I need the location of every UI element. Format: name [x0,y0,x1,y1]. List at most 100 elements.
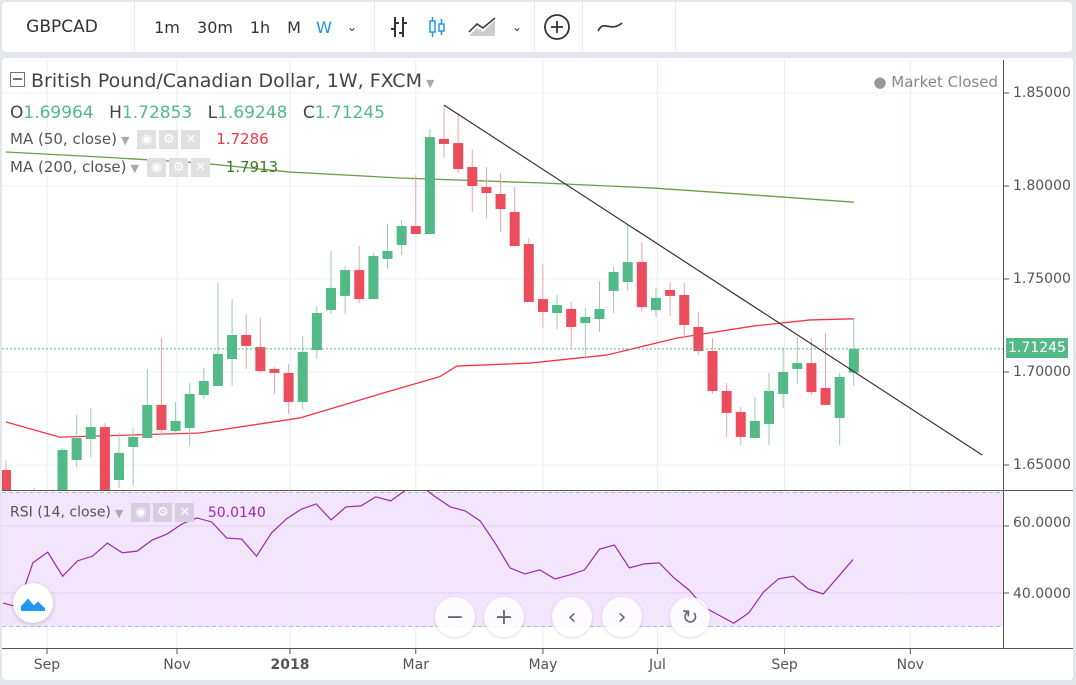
symbol-title: British Pound/Canadian Dollar, 1W, FXCM [31,70,422,92]
candle-up [43,489,54,490]
candle-down [679,294,690,325]
ma50-label: MA (50, close) [10,130,117,148]
interval-week[interactable]: W [316,17,332,37]
interval-1h[interactable]: 1h [249,17,271,37]
candle-up [608,271,619,291]
candle-down [410,225,421,234]
candle-down [707,350,718,391]
ma50-line [5,318,854,438]
market-status: ● Market Closed [873,73,998,91]
eye-icon[interactable]: ◉ [137,130,157,149]
candle-up [552,305,563,314]
close-icon[interactable]: ✕ [181,130,201,149]
zoom-out-button[interactable]: − [435,597,475,637]
candle-down [735,411,746,437]
candle-down [453,143,464,170]
rsi-pane [2,491,854,624]
price-pane [2,104,1003,490]
caret-icon[interactable]: ▼ [130,162,139,175]
scroll-right-button[interactable]: › [602,597,642,637]
high-label: H [109,103,122,123]
candle-down [820,387,831,405]
caret-icon[interactable]: ▼ [425,77,435,90]
price-tick: 1.65000 [1013,457,1071,473]
ma200-legend[interactable]: MA (200, close) ▼ ◉ ⚙ ✕ 1.7913 [10,158,278,177]
candle-up [650,297,661,311]
zoom-in-button[interactable]: + [484,597,524,637]
candle-down [509,212,520,247]
chevron-down-icon[interactable]: ⌄ [511,20,523,34]
status-dot-icon: ● [873,73,887,91]
rsi-line [2,491,854,624]
gear-icon[interactable]: ⚙ [168,158,188,177]
price-tick: 1.70000 [1013,364,1071,380]
candle-down [721,390,732,413]
candle-down [467,167,478,186]
candle-down [241,334,252,346]
symbol-search[interactable]: GBPCAD [26,17,98,37]
add-indicator-icon[interactable] [538,2,576,52]
candle-up [142,404,153,439]
candle-down [537,299,548,312]
divider [675,2,676,52]
collapse-icon[interactable] [10,72,25,87]
candle-up [227,334,238,359]
candle-up [382,250,393,259]
caret-icon[interactable]: ▼ [114,506,124,520]
interval-month[interactable]: M [287,17,301,37]
candle-up [297,351,308,402]
rsi-legend[interactable]: RSI (14, close) ▼ ◉ ⚙ ✕ 50.0140 [10,503,266,522]
divider [534,2,535,52]
low-value: 1.69248 [217,103,288,123]
last-price-badge: 1.71245 [1006,338,1068,358]
divider [582,2,583,52]
candle-up [764,390,775,425]
candle-down [665,289,676,296]
ma200-line [5,151,854,203]
caret-icon[interactable]: ▼ [120,134,130,147]
candle-up [424,137,435,234]
open-value: 1.69964 [23,103,94,123]
gear-icon[interactable]: ⚙ [153,503,173,522]
ma50-legend[interactable]: MA (50, close) ▼ ◉ ⚙ ✕ 1.7286 [10,130,269,149]
tradingview-logo[interactable] [13,583,53,623]
candle-up [792,363,803,370]
candle-down [283,372,294,402]
time-label: Nov [163,657,191,673]
market-status-label: Market Closed [891,73,998,91]
open-label: O [10,103,24,123]
eye-icon[interactable]: ◉ [131,503,151,522]
interval-30m[interactable]: 30m [197,17,233,37]
gear-icon[interactable]: ⚙ [159,130,179,149]
candle-down [566,308,577,327]
candle-up [128,436,139,447]
candle-up [170,420,181,431]
time-label: Sep [33,657,61,673]
rsi-label: RSI (14, close) [10,504,111,521]
rsi-tick: 60.0000 [1013,515,1071,531]
candle-up [368,255,379,300]
time-label: Nov [896,657,924,673]
candle-down [354,270,365,300]
high-value: 1.72853 [121,103,193,123]
time-label: Mar [402,657,429,673]
chevron-down-icon[interactable]: ⌄ [346,20,358,34]
reset-chart-button[interactable]: ↻ [670,597,710,637]
divider [134,2,135,52]
time-label: 2018 [270,657,310,673]
candle-down [636,262,647,308]
close-icon[interactable]: ✕ [175,503,195,522]
scroll-left-button[interactable]: ‹ [552,597,592,637]
candle-up [396,225,407,245]
compare-icon[interactable] [590,2,630,52]
interval-1m[interactable]: 1m [154,17,180,37]
candle-up [834,377,845,418]
eye-icon[interactable]: ◉ [146,158,166,177]
close-value: 1.71245 [314,103,386,123]
candles-icon[interactable] [420,2,454,52]
bars-icon[interactable] [382,2,416,52]
ma200-label: MA (200, close) [10,158,127,176]
candle-down [693,326,704,351]
close-icon[interactable]: ✕ [190,158,210,177]
area-chart-icon[interactable] [460,2,504,52]
